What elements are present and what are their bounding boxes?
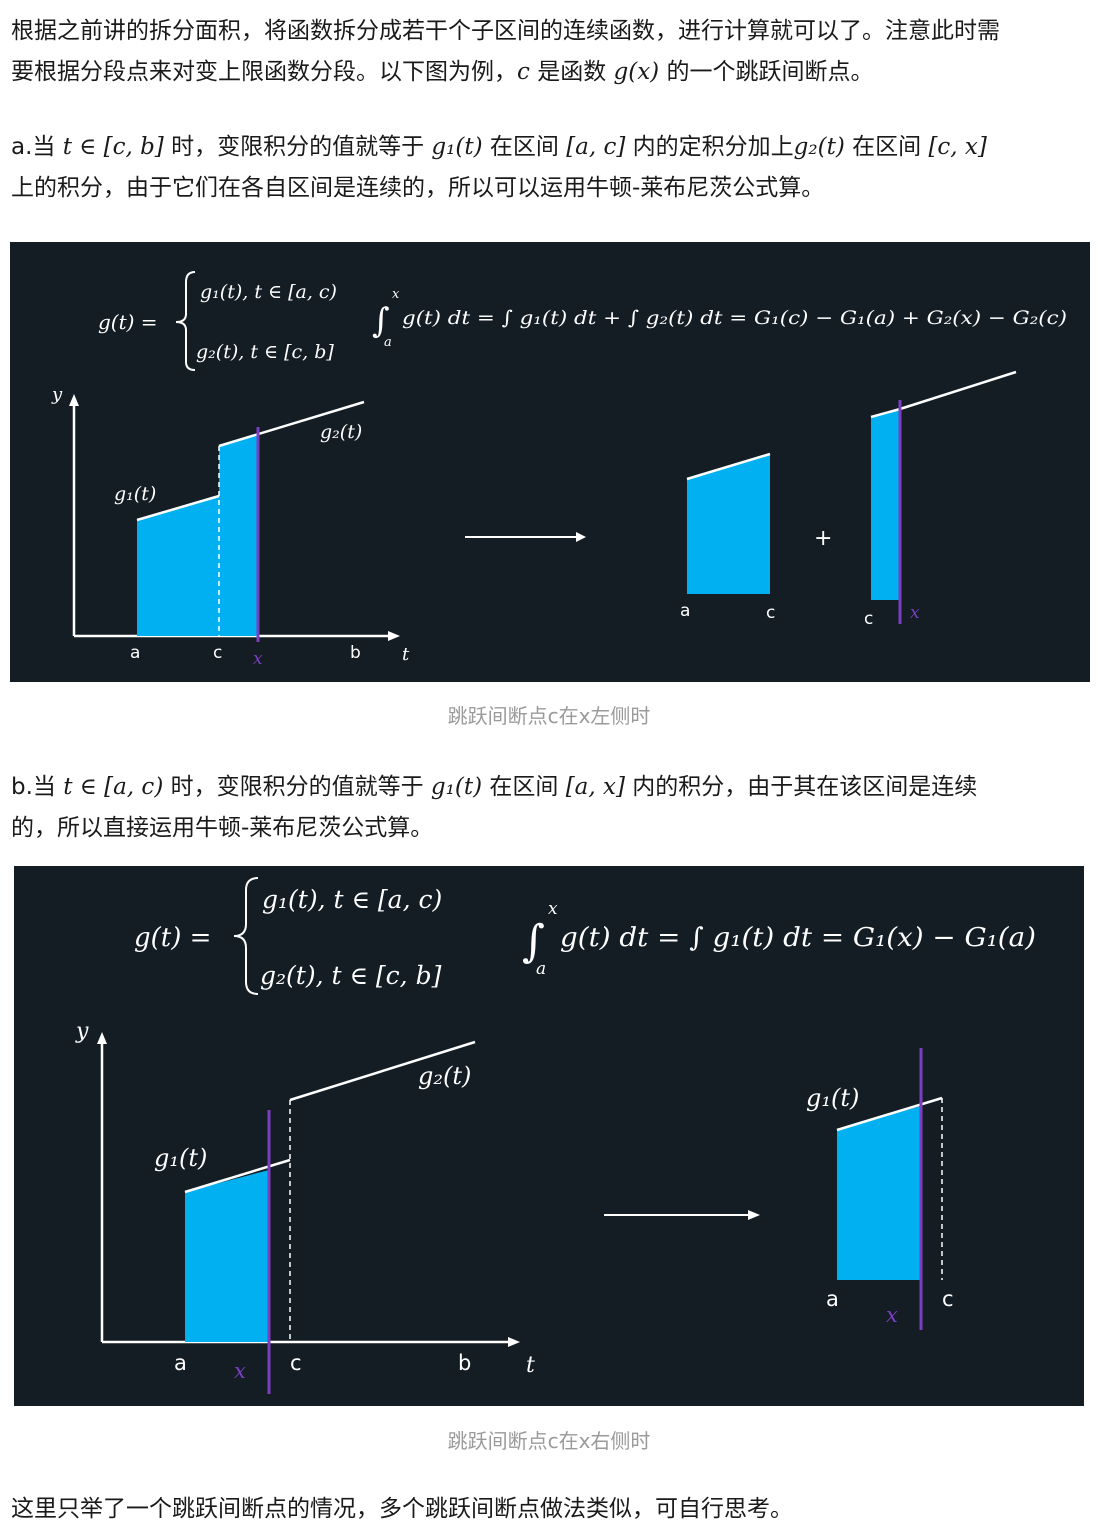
case-a-paragraph: a.当 t ∈ [c, b] 时，变限积分的值就等于 g₁(t) 在区间 [a,… [11,127,1089,209]
piece-1: g₁(t), t ∈ [a, c) [262,885,442,914]
integral-lower: a [384,335,392,350]
case-a-text: 在区间 [482,134,567,160]
t-label: t [402,644,410,665]
caption-b: 跳跃间断点c在x右侧时 [447,1429,651,1453]
case-a-text: 在区间 [844,134,929,160]
integral-formula: g(t) dt = ∫ g₁(t) dt = G₁(x) − G₁(a) [560,923,1036,953]
plus-sign: + [814,526,832,551]
g1-term: g₁(t) [431,134,483,160]
case-b-line-1: b.当 t ∈ [a, c) 时，变限积分的值就等于 g₁(t) 在区间 [a,… [11,767,1089,808]
transform-arrow-head-icon [576,532,586,542]
brace-icon [233,877,259,995]
case-b-prefix: b.当 [11,774,64,800]
curve-g2 [218,400,365,448]
integral-sign-icon: ∫ [522,916,545,967]
curve-g1-result [836,1096,943,1132]
point-c: c [517,59,530,85]
intro-paragraph: 根据之前讲的拆分面积，将函数拆分成若干个子区间的连续函数，进行计算就可以了。注意… [11,11,1089,93]
case-b-text: 内的积分，由于其在该区间是连续 [624,774,978,800]
tick-b: b [458,1351,471,1375]
tick-a: a [130,643,140,663]
g2-label: g₂(t) [418,1062,471,1090]
integral-upper: x [392,287,400,302]
g1-label: g₁(t) [154,1144,207,1172]
brace-icon [175,271,196,371]
figure-b-svg: g(t) = g₁(t), t ∈ [a, c) g₂(t), t ∈ [c, … [75,877,1036,1394]
curve-g2 [289,1040,476,1102]
case-a-text: 时，变限积分的值就等于 [163,134,432,160]
g1-label: g₁(t) [114,483,156,505]
case-a-prefix: a.当 [11,134,63,160]
t-axis-arrow-icon [508,1337,520,1347]
case-a-line-1: a.当 t ∈ [c, b] 时，变限积分的值就等于 g₁(t) 在区间 [a,… [11,127,1089,168]
area-g2-split [871,409,900,600]
split-tick-c: c [766,603,775,623]
integral-formula: g(t) dt = ∫ g₁(t) dt + ∫ g₂(t) dt = G₁(c… [402,307,1067,329]
figure-a-svg: g(t) = g₁(t), t ∈ [a, c) g₂(t), t ∈ [c, … [51,271,1067,669]
integral-sign-icon: ∫ [372,301,390,341]
case-b-paragraph: b.当 t ∈ [a, c) 时，变限积分的值就等于 g₁(t) 在区间 [a,… [11,767,1089,849]
g1-result-label: g₁(t) [806,1084,859,1112]
y-axis-arrow-icon [69,394,79,406]
curve-g2-split [870,407,901,419]
t-label: t [526,1353,535,1378]
curve-g1-split [686,452,771,481]
tick-c: c [213,643,222,663]
case-a-line-2: 上的积分，由于它们在各自区间是连续的，所以可以运用牛顿-莱布尼茨公式算。 [11,175,825,201]
interval-a-x: [a, x] [565,774,625,800]
tick-x: x [253,649,263,669]
case-b-condition: t ∈ [a, c) [63,774,164,800]
result-tick-a: a [826,1287,839,1311]
tick-a: a [174,1351,187,1375]
split-tick-a: a [680,601,690,621]
intro-line-2: 要根据分段点来对变上限函数分段。以下图为例，c 是函数 g(x) 的一个跳跃间断… [11,52,1089,93]
transform-arrow-head-icon [748,1210,760,1220]
split-tick-c2: c [864,609,873,629]
case-b-line-2: 的，所以直接运用牛顿-莱布尼茨公式算。 [11,815,434,841]
figure-a: g(t) = g₁(t), t ∈ [a, c) g₂(t), t ∈ [c, … [10,242,1090,682]
y-axis-arrow-icon [97,1032,107,1044]
area-g1-split [687,454,770,594]
outro-paragraph: 这里只举了一个跳跃间断点的情况，多个跳跃间断点做法类似，可自行思考。 [11,1496,793,1522]
caption-a: 跳跃间断点c在x左侧时 [447,704,651,728]
figure-b: g(t) = g₁(t), t ∈ [a, c) g₂(t), t ∈ [c, … [14,866,1084,1406]
t-axis-arrow-icon [388,631,400,641]
piece-2: g₂(t), t ∈ [c, b] [260,961,442,990]
intro-line-1: 根据之前讲的拆分面积，将函数拆分成若干个子区间的连续函数，进行计算就可以了。注意… [11,18,1000,44]
def-lhs: g(t) = [98,310,158,334]
g1-term: g₁(t) [430,774,483,800]
tick-x: x [234,1359,246,1383]
tick-b: b [350,643,361,663]
y-label: y [51,384,63,405]
curve-g1 [136,494,220,522]
curve-g1 [184,1158,291,1194]
case-a-text: 内的定积分加上 [625,134,794,160]
curve-g2-split-ext [899,370,1017,411]
case-b-text: 在区间 [482,774,566,800]
case-b-text: 时，变限积分的值就等于 [163,774,431,800]
y-label: y [75,1019,89,1044]
area-g1-result [837,1106,921,1280]
function-g-x: g(x) [613,59,660,85]
area-g1 [137,496,219,636]
case-a-condition: t ∈ [c, b] [62,134,164,160]
intro-text: 要根据分段点来对变上限函数分段。以下图为例， [11,59,517,85]
def-lhs: g(t) = [134,923,211,953]
tick-c: c [290,1351,302,1375]
area-g2 [219,435,258,636]
g2-label: g₂(t) [320,421,362,443]
integral-lower: a [536,959,546,979]
piece-1: g₁(t), t ∈ [a, c) [200,281,337,303]
area-g1 [185,1170,269,1342]
intro-text: 的一个跳跃间断点。 [659,59,874,85]
interval-c-x: [c, x] [928,134,987,160]
g2-term: g₂(t) [793,134,845,160]
result-tick-c: c [942,1287,954,1311]
piece-2: g₂(t), t ∈ [c, b] [196,341,334,363]
integral-upper: x [548,899,558,919]
result-tick-x: x [886,1303,898,1327]
interval-a-c: [a, c] [566,134,626,160]
split-tick-x: x [910,603,920,623]
intro-text: 是函数 [529,59,614,85]
